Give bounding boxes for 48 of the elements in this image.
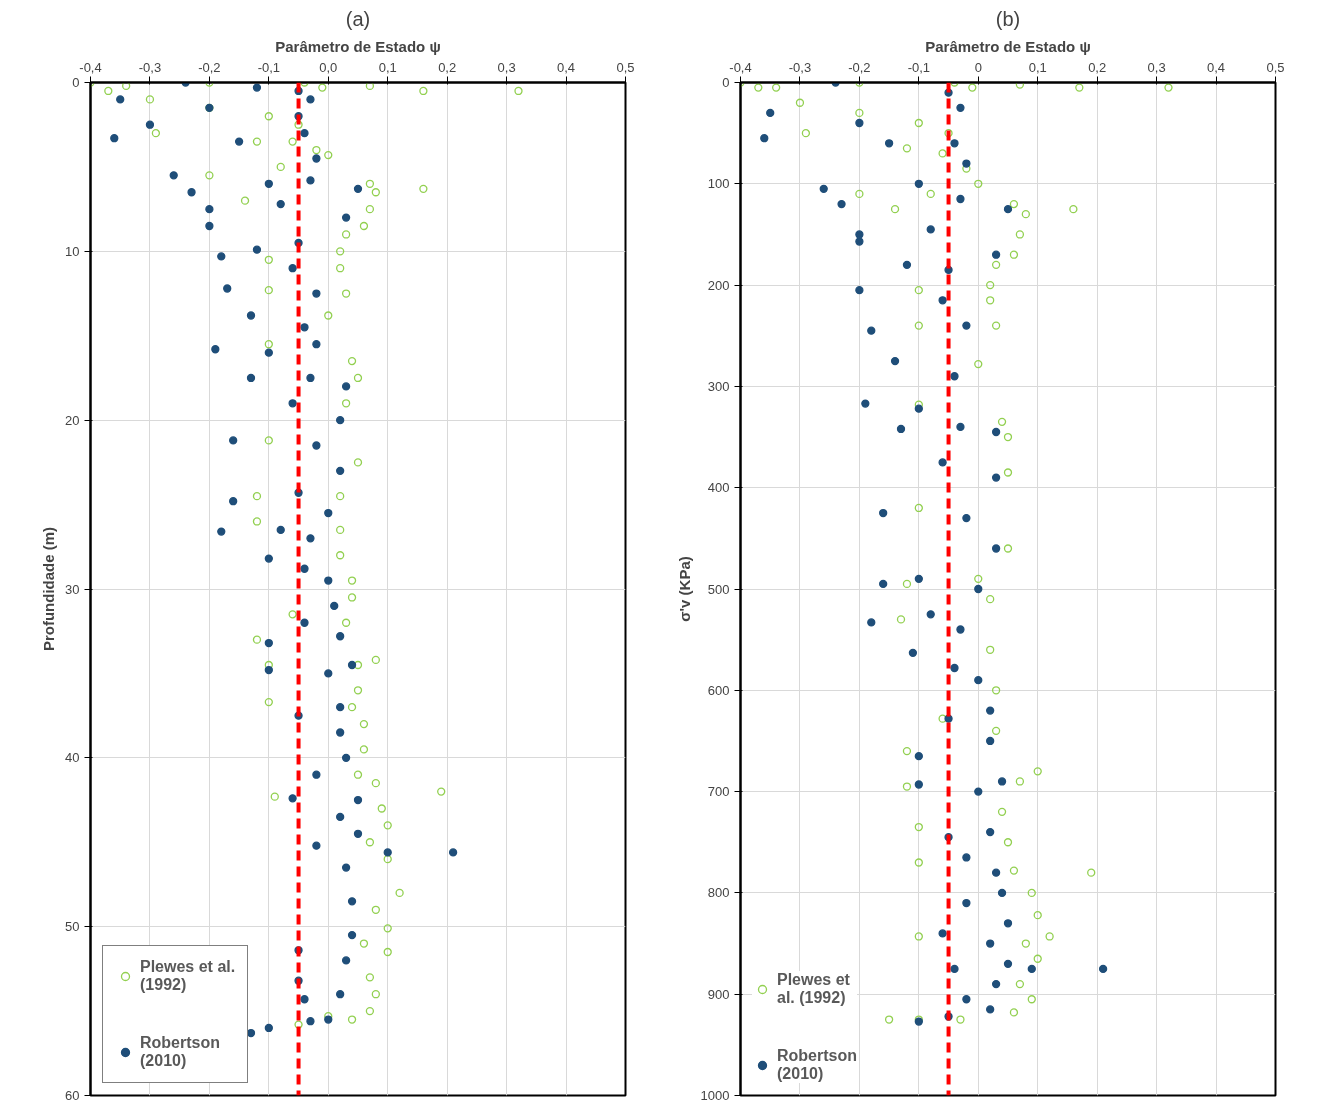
x-tick-label: -0,2 xyxy=(848,59,871,75)
x-axis-title: Parâmetro de Estado ψ xyxy=(925,37,1091,55)
x-tick-label: -0,3 xyxy=(788,59,812,75)
y-tick-label: 800 xyxy=(707,885,730,901)
y-tick-label: 100 xyxy=(707,176,730,192)
y-tick-label: 600 xyxy=(707,682,730,698)
legend-label: Robertson (2010) xyxy=(140,1034,220,1070)
x-tick-label: 0,5 xyxy=(616,59,635,75)
chart-title: (b) xyxy=(995,7,1021,30)
x-tick-label: -0,4 xyxy=(79,59,102,75)
x-tick-label: 0,2 xyxy=(438,59,457,75)
x-tick-label: -0,1 xyxy=(257,59,281,75)
x-tick-label: -0,2 xyxy=(198,59,221,75)
y-tick-label: 300 xyxy=(707,378,730,394)
x-tick-label: -0,4 xyxy=(729,59,752,75)
y-tick-label: 0 xyxy=(722,75,730,90)
legend-label: Plewes et al. (1992) xyxy=(777,971,850,1007)
y-tick-label: 700 xyxy=(707,784,730,800)
x-tick-label: 0,2 xyxy=(1088,59,1107,75)
y-tick-label: 50 xyxy=(65,919,80,935)
y-tick-label: 200 xyxy=(707,277,730,293)
y-tick-label: 0 xyxy=(72,75,80,90)
x-tick-label: 0,1 xyxy=(1028,59,1047,75)
y-tick-label: 400 xyxy=(707,480,730,496)
y-tick-label: 1000 xyxy=(700,1088,730,1103)
y-tick-label: 60 xyxy=(65,1088,80,1103)
y-tick-label: 900 xyxy=(707,986,730,1002)
legend-label: Robertson (2010) xyxy=(777,1047,857,1083)
y-tick-label: 20 xyxy=(65,412,80,428)
y-tick-label: 30 xyxy=(65,581,80,597)
y-tick-label: 10 xyxy=(65,243,80,259)
x-tick-label: -0,1 xyxy=(907,59,931,75)
x-tick-label: 0,3 xyxy=(497,59,516,75)
chart-title: (a) xyxy=(345,7,371,30)
x-tick-label: 0,4 xyxy=(557,59,576,75)
y-tick-label: 40 xyxy=(65,750,80,766)
x-tick-label: 0,4 xyxy=(1207,59,1226,75)
x-tick-label: 0,1 xyxy=(378,59,397,75)
x-tick-label: -0,3 xyxy=(138,59,162,75)
y-tick-label: 500 xyxy=(707,581,730,597)
x-axis-title: Parâmetro de Estado ψ xyxy=(275,37,441,55)
x-tick-label: 0,0 xyxy=(319,59,338,75)
y-axis-title: σ'v (KPa) xyxy=(675,556,693,622)
x-tick-label: 0,3 xyxy=(1147,59,1166,75)
legend-label: Plewes et al. (1992) xyxy=(140,958,236,994)
x-tick-label: 0,5 xyxy=(1266,59,1285,75)
x-tick-label: 0 xyxy=(974,59,982,75)
y-axis-title: Profundidade (m) xyxy=(40,526,58,652)
